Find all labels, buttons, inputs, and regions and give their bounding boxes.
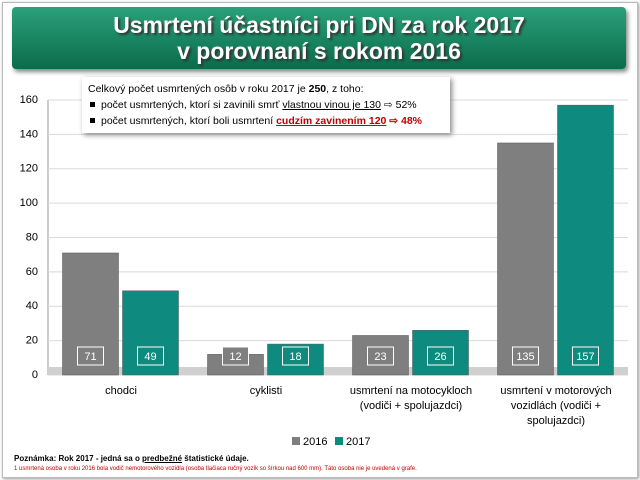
bullet (90, 118, 95, 124)
data-label: 157 (576, 351, 594, 363)
text: vlastnou vinou je 130 (282, 99, 381, 111)
y-tick-label: 20 (26, 335, 38, 347)
data-label-box (572, 346, 599, 366)
y-tick-label: 80 (26, 231, 38, 243)
text: 250 (308, 83, 327, 95)
data-label-box (77, 346, 104, 366)
legend-label: 2017 (346, 436, 370, 448)
title-banner (12, 7, 626, 69)
data-label-box (137, 346, 164, 366)
text: , z toho: (326, 83, 364, 95)
data-label: 71 (84, 351, 96, 363)
data-label: 135 (516, 351, 534, 363)
bar (557, 104, 614, 376)
bullet (90, 102, 95, 108)
annotation-bullet: počet usmrtených, ktorí boli usmrtení cu… (88, 113, 444, 129)
x-tick-label: usmrtení v motorových vozidlách (vodiči … (500, 385, 612, 427)
data-label-box (512, 346, 539, 366)
text: cudzím zavinením 120 (276, 115, 387, 127)
y-tick-label: 120 (20, 163, 38, 175)
y-tick-label: 60 (26, 266, 38, 278)
note: Poznámka: Rok 2017 - jedná sa o predbežn… (14, 454, 249, 463)
text: Poznámka: Rok 2017 - jedná sa o (14, 454, 143, 463)
annotation-box: Celkový počet usmrtených osôb v roku 201… (82, 77, 450, 133)
title-line: v porovnaní s rokom 2016 (177, 38, 461, 64)
y-tick-label: 160 (20, 94, 38, 106)
x-tick-label: cyklisti (249, 385, 283, 397)
bar (497, 142, 554, 376)
legend-swatch (292, 437, 300, 445)
text: ⇨ 52% (380, 99, 417, 111)
data-label-box (222, 346, 249, 366)
y-tick-label: 100 (20, 197, 38, 209)
y-tick-label: 140 (20, 128, 38, 140)
x-tick-label: usmrtení na motocykloch (vodiči + spoluj… (349, 385, 473, 412)
text: ⇨ 48% (386, 115, 423, 127)
annotation-intro: Celkový počet usmrtených osôb v roku 201… (88, 81, 444, 97)
text: štatistické údaje. (182, 454, 249, 463)
legend-label: 2016 (303, 436, 327, 448)
y-tick-label: 0 (32, 369, 38, 381)
data-label: 23 (374, 351, 386, 363)
floor (48, 367, 628, 375)
text: počet usmrtených, ktorí boli usmrtení (101, 115, 277, 127)
data-label-box (282, 346, 309, 366)
data-label-box (427, 346, 454, 366)
text: počet usmrtených, ktorí si zavinili smrť (101, 99, 283, 111)
legend-swatch (335, 437, 343, 445)
text: predbežné (142, 454, 183, 463)
y-tick-label: 40 (26, 300, 38, 312)
text: Celkový počet usmrtených osôb v roku 201… (88, 83, 309, 95)
data-label: 26 (434, 351, 446, 363)
data-label: 18 (289, 351, 301, 363)
data-label-box (367, 346, 394, 366)
title-line: Usmrtení účastníci pri DN za rok 2017 (113, 12, 525, 38)
data-label: 49 (144, 351, 156, 363)
annotation-bullet: počet usmrtených, ktorí si zavinili smrť… (88, 97, 444, 113)
note: 1 usmrtená osoba v roku 2016 bola vodič … (14, 466, 417, 472)
x-tick-label: chodci (105, 385, 137, 397)
data-label: 12 (229, 351, 241, 363)
